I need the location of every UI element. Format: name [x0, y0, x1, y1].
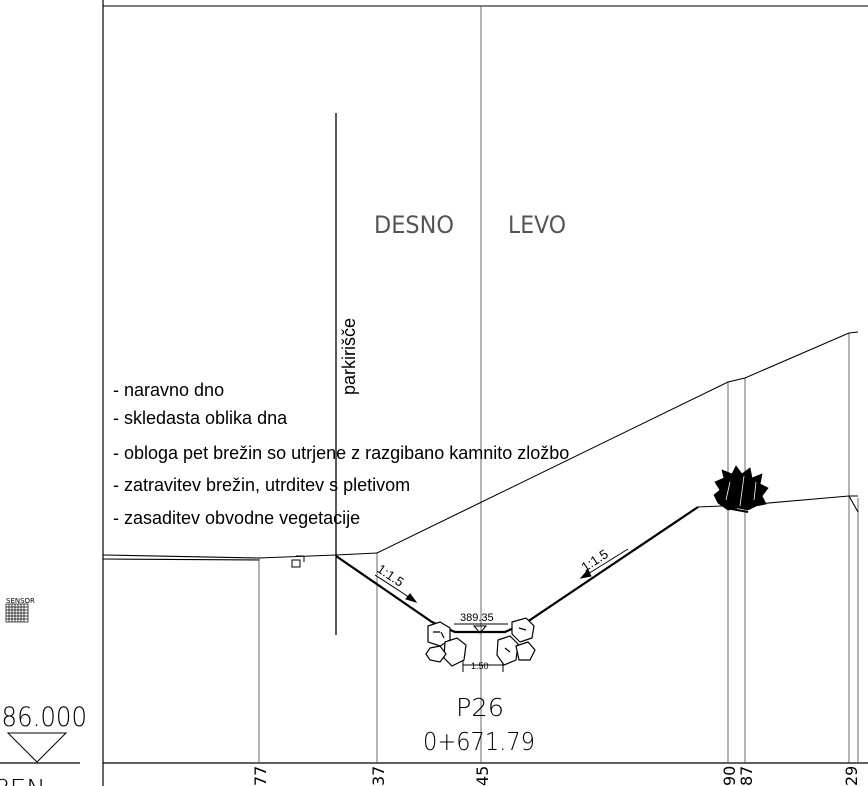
- station-tick-label: 37: [369, 766, 388, 786]
- bottom-width-label: 1.50: [471, 661, 489, 671]
- elevation-reference-value: 386.000: [0, 702, 87, 733]
- stone-revetment-left: [425, 621, 467, 667]
- profile-name: P26: [456, 693, 504, 722]
- note-item: - zasaditev obvodne vegetacije: [113, 508, 360, 528]
- bottom-elevation-marker: [454, 623, 508, 634]
- note-item: - obloga pet brežin so utrjene z razgiba…: [113, 443, 569, 463]
- slope-arrow-left: [374, 574, 418, 603]
- bottom-elevation-label: 389.35: [460, 612, 494, 624]
- bottom-partial-text: ?EN: [0, 775, 46, 786]
- slope-arrow-right: [579, 548, 629, 579]
- parking-label: parkirišče: [339, 318, 359, 395]
- channel-profile: [335, 506, 699, 634]
- station-tick-labels: 77 37 45 90 87 29: [251, 766, 861, 786]
- note-item: - zatravitev brežin, utrditev s pletivom: [113, 475, 410, 495]
- stone-revetment-right: [496, 617, 536, 666]
- notes-list: - naravno dno - skledasta oblika dna - o…: [113, 380, 569, 528]
- sensor-icon: [5, 603, 29, 623]
- station-tick-label: 77: [251, 766, 270, 786]
- sensor-label: SENSOR: [6, 597, 35, 605]
- note-item: - naravno dno: [113, 380, 224, 400]
- station-tick-label: 29: [842, 766, 861, 786]
- station-tick-label: 45: [473, 766, 492, 786]
- parking-symbol: [291, 555, 305, 568]
- station-tick-label: 90: [720, 766, 739, 786]
- side-label-desno: DESNO: [374, 211, 454, 239]
- profile-chainage: 0+671.79: [423, 727, 535, 756]
- station-lines: [258, 333, 859, 763]
- side-label-levo: LEVO: [508, 211, 566, 239]
- elevation-reference-triangle: [6, 732, 68, 763]
- shrub-vegetation: [713, 465, 769, 513]
- station-tick-label: 87: [737, 766, 756, 786]
- note-item: - skledasta oblika dna: [113, 408, 288, 428]
